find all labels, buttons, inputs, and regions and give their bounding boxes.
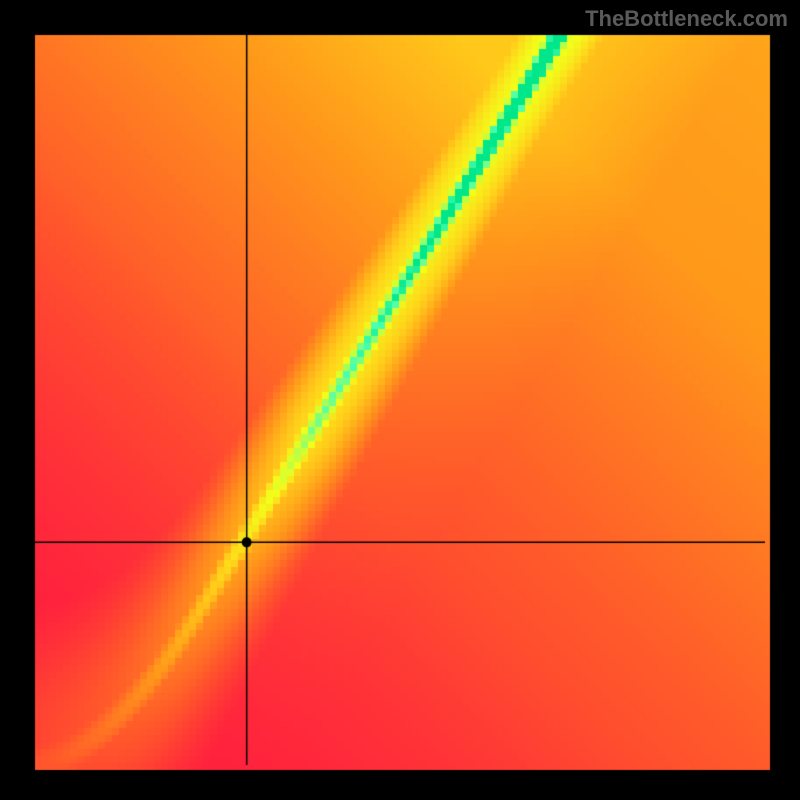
chart-container: TheBottleneck.com xyxy=(0,0,800,800)
watermark-label: TheBottleneck.com xyxy=(585,6,788,32)
bottleneck-heatmap xyxy=(0,0,800,800)
